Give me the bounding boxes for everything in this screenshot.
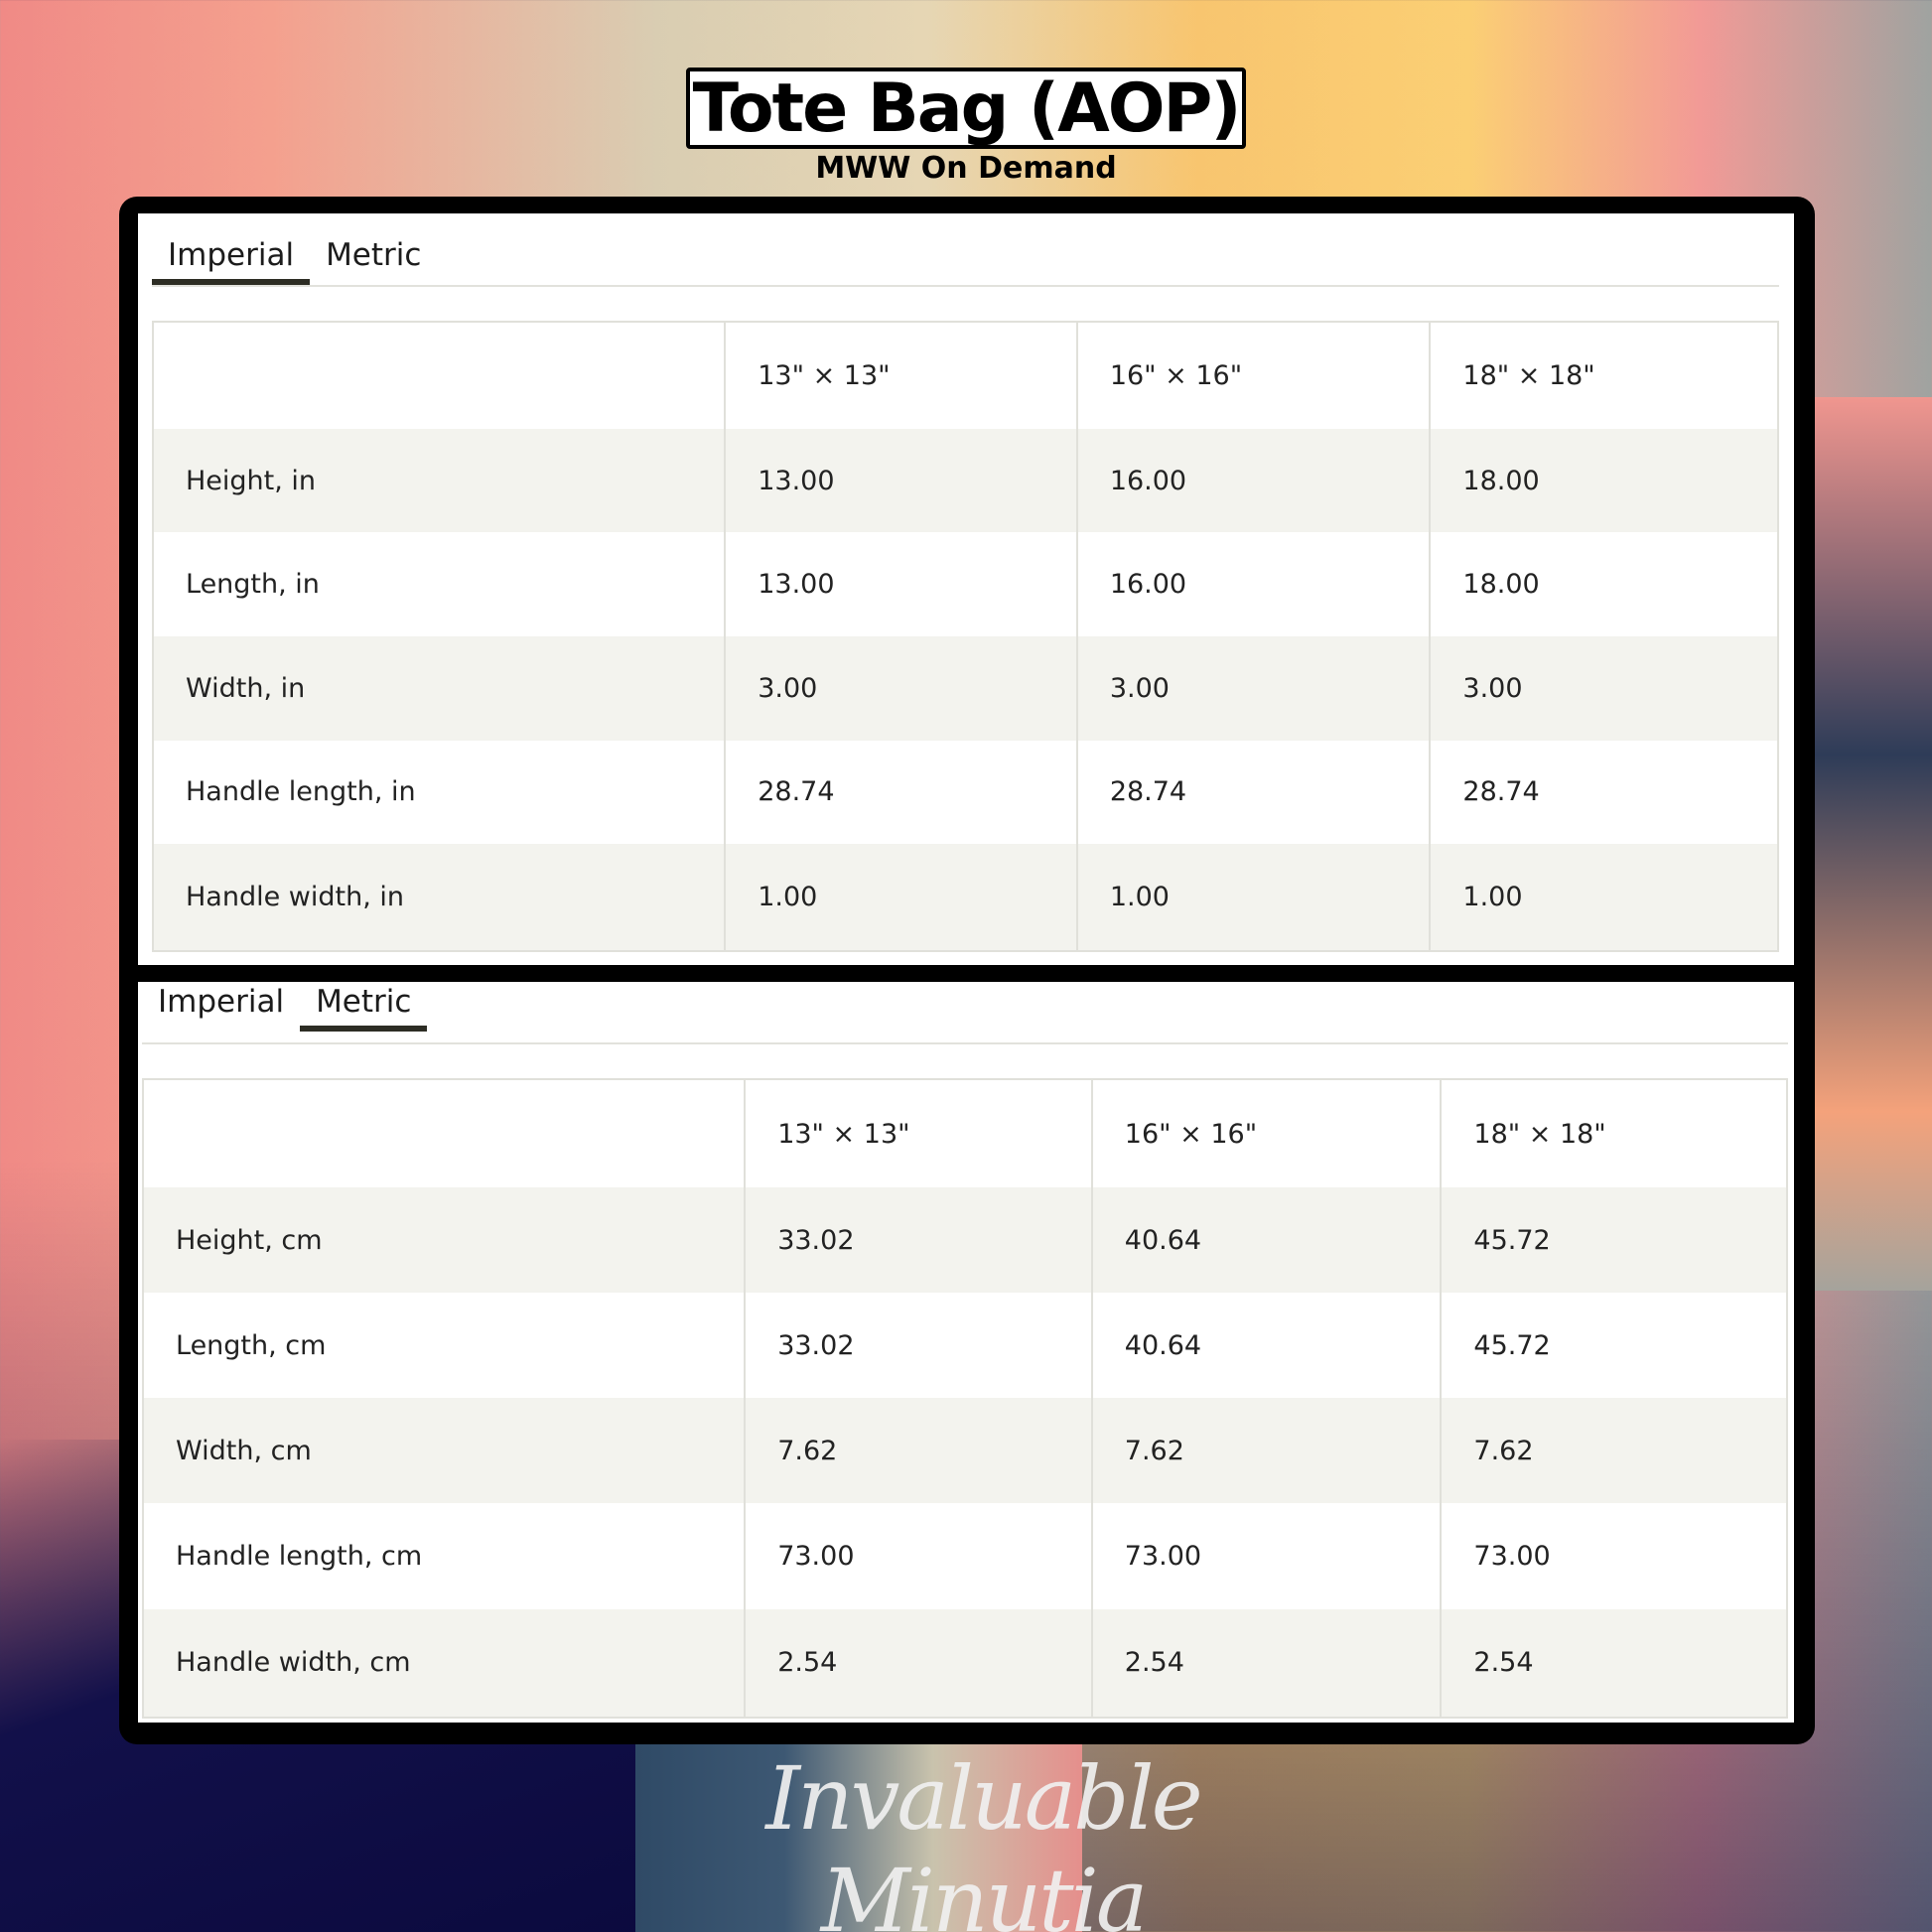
table-cell: 3.00 — [1075, 635, 1431, 741]
background-art — [635, 1737, 1082, 1932]
table-cell: 7.62 — [1440, 1398, 1787, 1504]
metric-panel: Imperial Metric 13" × 13" 16" × 16" 18" × … — [138, 982, 1794, 1723]
table-cell: 28.74 — [1429, 740, 1778, 845]
table-cell: 16" × 16" — [1075, 322, 1431, 429]
row-label: Handle length, in — [153, 740, 726, 845]
tab-imperial[interactable]: Imperial — [158, 984, 285, 1020]
row-label: Handle length, cm — [143, 1503, 746, 1609]
table-header-row: 13" × 13" 16" × 16" 18" × 18" — [143, 1079, 1787, 1188]
table-row: Length, in 13.00 16.00 18.00 — [153, 532, 1778, 636]
table-row: Width, cm 7.62 7.62 7.62 — [143, 1398, 1787, 1504]
table-cell: 1.00 — [1429, 844, 1778, 951]
page-title: Tote Bag (AOP) — [692, 69, 1242, 148]
table-cell: 13" × 13" — [724, 322, 1077, 429]
table-cell: 40.64 — [1090, 1187, 1442, 1294]
tab-divider — [142, 1042, 1788, 1044]
table-row: Height, in 13.00 16.00 18.00 — [153, 428, 1778, 533]
unit-tabs: Imperial Metric — [142, 980, 428, 1032]
table-row: Handle length, cm 73.00 73.00 73.00 — [143, 1503, 1787, 1609]
header-cell — [143, 1079, 746, 1188]
table-cell: 16" × 16" — [1090, 1079, 1442, 1188]
size-table-metric: 13" × 13" 16" × 16" 18" × 18" Height, cm 33.… — [142, 1078, 1788, 1719]
header-cell — [153, 322, 726, 429]
table-cell: 13" × 13" — [744, 1079, 1092, 1188]
table-cell: 2.54 — [744, 1608, 1092, 1718]
table-cell: 3.00 — [724, 635, 1077, 741]
background-art — [1807, 397, 1932, 1291]
table-cell: 28.74 — [724, 740, 1077, 845]
table-cell: 7.62 — [744, 1398, 1092, 1504]
table-cell: 33.02 — [744, 1293, 1092, 1399]
table-cell: 73.00 — [1090, 1503, 1442, 1609]
table-cell: 73.00 — [1440, 1503, 1787, 1609]
table-cell: 7.62 — [1090, 1398, 1442, 1504]
size-table-imperial: 13" × 13" 16" × 16" 18" × 18" Height, in 13.… — [152, 321, 1779, 952]
table-cell: 45.72 — [1440, 1187, 1787, 1294]
row-label: Height, cm — [143, 1187, 746, 1294]
title-box: Tote Bag (AOP) — [686, 68, 1246, 149]
table-cell: 18.00 — [1429, 532, 1778, 636]
table-row: Height, cm 33.02 40.64 45.72 — [143, 1187, 1787, 1294]
table-header-row: 13" × 13" 16" × 16" 18" × 18" — [153, 322, 1778, 429]
row-label: Length, cm — [143, 1293, 746, 1399]
table-row: Length, cm 33.02 40.64 45.72 — [143, 1293, 1787, 1399]
row-label: Width, cm — [143, 1398, 746, 1504]
unit-tabs: Imperial Metric — [152, 233, 437, 285]
row-label: Handle width, in — [153, 844, 726, 951]
row-label: Width, in — [153, 635, 726, 741]
watermark-signature: Invaluable Minutia — [765, 1747, 1202, 1932]
imperial-panel: Imperial Metric 13" × 13" 16" × 16" 18" × … — [138, 213, 1794, 965]
table-cell: 40.64 — [1090, 1293, 1442, 1399]
row-label: Height, in — [153, 428, 726, 533]
table-cell: 18" × 18" — [1429, 322, 1778, 429]
table-cell: 13.00 — [724, 532, 1077, 636]
tab-metric[interactable]: Metric — [326, 237, 422, 273]
table-cell: 2.54 — [1440, 1608, 1787, 1718]
page-subtitle: MWW On Demand — [815, 151, 1117, 186]
tab-divider — [152, 285, 1779, 287]
table-cell: 16.00 — [1075, 532, 1431, 636]
table-row: Handle length, in 28.74 28.74 28.74 — [153, 740, 1778, 845]
table-row: Handle width, cm 2.54 2.54 2.54 — [143, 1608, 1787, 1718]
table-cell: 73.00 — [744, 1503, 1092, 1609]
table-cell: 1.00 — [724, 844, 1077, 951]
table-cell: 1.00 — [1075, 844, 1431, 951]
table-row: Width, in 3.00 3.00 3.00 — [153, 635, 1778, 741]
table-cell: 45.72 — [1440, 1293, 1787, 1399]
table-row: Handle width, in 1.00 1.00 1.00 — [153, 844, 1778, 951]
table-cell: 13.00 — [724, 428, 1077, 533]
tab-metric[interactable]: Metric — [300, 980, 428, 1032]
table-cell: 18.00 — [1429, 428, 1778, 533]
tab-imperial[interactable]: Imperial — [152, 233, 311, 285]
table-cell: 33.02 — [744, 1187, 1092, 1294]
row-label: Length, in — [153, 532, 726, 636]
table-cell: 16.00 — [1075, 428, 1431, 533]
table-cell: 18" × 18" — [1440, 1079, 1787, 1188]
table-cell: 3.00 — [1429, 635, 1778, 741]
table-cell: 2.54 — [1090, 1608, 1442, 1718]
row-label: Handle width, cm — [143, 1608, 746, 1718]
table-cell: 28.74 — [1075, 740, 1431, 845]
